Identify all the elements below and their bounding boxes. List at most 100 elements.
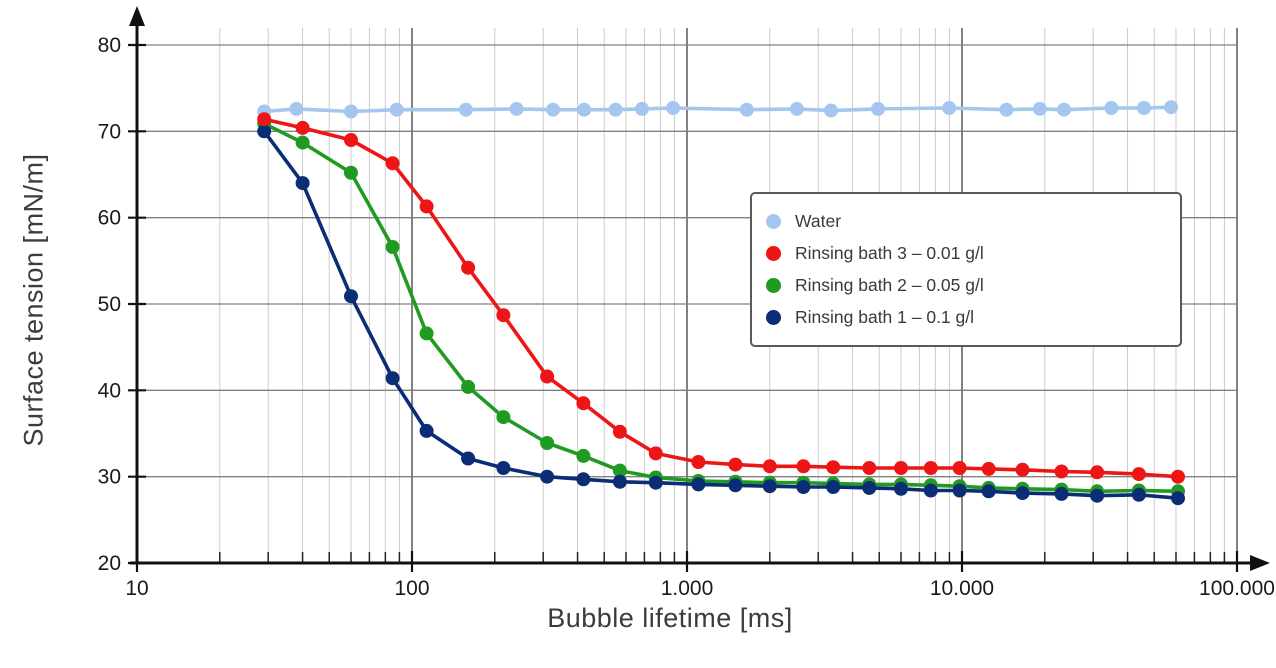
data-point <box>612 474 627 489</box>
data-point <box>1032 101 1047 116</box>
data-point <box>1090 488 1105 503</box>
data-point <box>894 481 908 496</box>
data-point <box>871 101 885 116</box>
y-tick-label: 70 <box>98 120 121 143</box>
y-axis-arrow-icon <box>129 6 145 26</box>
data-point <box>419 423 434 438</box>
data-point <box>1164 100 1179 115</box>
data-point <box>461 451 476 466</box>
data-point <box>419 326 434 341</box>
data-point <box>1104 101 1119 115</box>
data-point <box>1054 486 1069 501</box>
data-point <box>796 480 811 494</box>
data-point <box>344 133 358 147</box>
data-point <box>1131 487 1146 502</box>
data-point <box>739 102 754 117</box>
data-point <box>728 478 743 493</box>
x-axis-arrow-icon <box>1250 555 1270 571</box>
data-point <box>691 477 706 492</box>
legend-label: Rinsing bath 3 – 0.01 g/l <box>795 243 984 263</box>
data-point <box>385 156 400 171</box>
data-point <box>789 101 804 116</box>
data-point <box>942 101 957 115</box>
x-tick-label: 1.000 <box>661 577 714 600</box>
data-point <box>1171 469 1185 484</box>
data-point <box>540 369 555 384</box>
x-tick-label: 10 <box>125 577 148 600</box>
legend-label: Water <box>795 211 842 231</box>
data-point <box>295 120 310 135</box>
data-point <box>577 102 592 117</box>
data-point <box>1015 486 1030 501</box>
data-point <box>289 101 304 116</box>
legend-label: Rinsing bath 1 – 0.1 g/l <box>795 307 975 327</box>
legend-dot-icon <box>766 310 781 325</box>
y-tick-label: 20 <box>98 552 121 575</box>
legend-item-4: Rinsing bath 1 – 0.1 g/l <box>752 307 1180 328</box>
data-point <box>385 371 400 386</box>
legend-item-1: Water <box>752 211 1180 232</box>
data-point <box>576 396 591 411</box>
data-point <box>923 461 938 475</box>
data-point <box>540 469 555 484</box>
data-point <box>824 103 838 118</box>
legend-item-2: Rinsing bath 3 – 0.01 g/l <box>752 243 1180 264</box>
data-point <box>1090 465 1105 480</box>
data-point <box>344 104 358 119</box>
x-tick-label: 100.000 <box>1199 577 1275 600</box>
data-point <box>894 461 908 475</box>
data-point <box>952 483 967 498</box>
data-point <box>648 475 663 490</box>
legend: Water Rinsing bath 3 – 0.01 g/l Rinsing ba… <box>750 192 1182 347</box>
data-point <box>762 479 777 494</box>
data-point <box>635 101 649 116</box>
y-tick-label: 40 <box>98 379 121 402</box>
data-point <box>1057 102 1071 117</box>
data-point <box>496 461 511 475</box>
data-point <box>796 459 811 474</box>
data-point <box>461 379 476 394</box>
data-point <box>344 289 358 304</box>
data-point <box>981 484 996 499</box>
data-point <box>295 176 310 191</box>
data-point <box>496 308 511 323</box>
data-point <box>546 102 561 117</box>
data-point <box>1137 101 1151 115</box>
data-point <box>540 436 555 450</box>
data-point <box>344 165 358 180</box>
x-axis-title: Bubble lifetime [ms] <box>547 603 793 633</box>
legend-item-3: Rinsing bath 2 – 0.05 g/l <box>752 275 1180 296</box>
x-tick-label: 100 <box>394 577 429 600</box>
data-point <box>762 459 777 474</box>
legend-dot-icon <box>766 214 781 229</box>
series-line <box>262 105 1173 114</box>
data-point <box>257 124 272 139</box>
y-tick-label: 60 <box>98 207 121 230</box>
data-point <box>862 461 877 475</box>
data-point <box>999 102 1014 117</box>
legend-label: Rinsing bath 2 – 0.05 g/l <box>795 275 984 295</box>
data-point <box>496 410 511 425</box>
data-point <box>826 480 841 494</box>
data-point <box>1131 467 1146 482</box>
x-tick-label: 10.000 <box>930 577 994 600</box>
y-tick-label: 80 <box>98 34 121 57</box>
data-point <box>608 102 623 117</box>
data-point <box>461 260 476 275</box>
data-point <box>612 424 627 439</box>
data-point <box>923 483 938 498</box>
data-point <box>666 101 681 115</box>
data-point <box>1015 462 1030 477</box>
data-point <box>1054 464 1069 479</box>
data-point <box>458 102 473 117</box>
data-point <box>295 135 310 150</box>
y-tick-label: 50 <box>98 293 121 316</box>
legend-dot-icon <box>766 278 781 293</box>
data-point <box>981 461 996 476</box>
data-point <box>389 102 404 117</box>
data-point <box>257 112 272 127</box>
data-point <box>648 446 663 461</box>
data-point <box>826 460 841 475</box>
data-point <box>576 472 591 487</box>
data-point <box>385 240 400 254</box>
